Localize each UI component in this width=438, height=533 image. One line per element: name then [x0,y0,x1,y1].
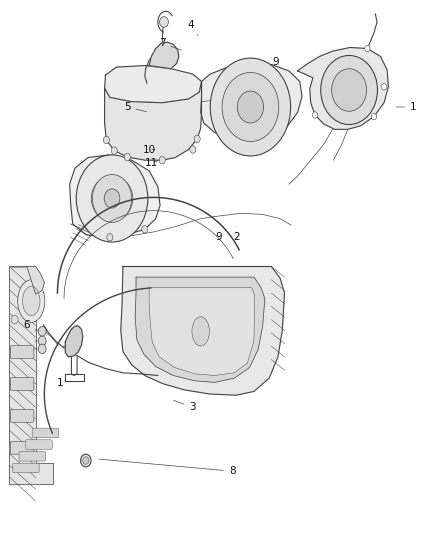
Ellipse shape [192,317,209,346]
Text: 3: 3 [173,400,196,413]
Circle shape [321,55,378,125]
Polygon shape [105,82,201,160]
Text: 11: 11 [145,158,158,168]
Text: 9: 9 [261,57,279,70]
Text: 1: 1 [396,102,417,112]
Text: 4: 4 [187,20,198,36]
Text: 7: 7 [159,38,181,50]
Polygon shape [10,266,44,294]
Circle shape [194,135,200,143]
Text: 8: 8 [99,459,235,476]
Circle shape [312,112,318,118]
FancyBboxPatch shape [32,428,59,438]
Text: 10: 10 [143,144,155,155]
Circle shape [38,344,46,354]
Circle shape [111,147,117,155]
Polygon shape [201,63,302,140]
Text: 9: 9 [215,227,223,243]
Polygon shape [149,42,179,69]
Circle shape [81,454,91,467]
FancyBboxPatch shape [11,346,34,359]
Polygon shape [121,266,285,395]
Circle shape [83,457,89,464]
Circle shape [76,155,148,242]
Ellipse shape [18,280,45,322]
Ellipse shape [22,286,40,316]
FancyBboxPatch shape [12,463,39,473]
Circle shape [365,45,370,52]
Text: 1: 1 [57,374,68,389]
FancyBboxPatch shape [11,441,34,454]
Polygon shape [10,266,53,484]
FancyBboxPatch shape [25,440,52,449]
FancyBboxPatch shape [19,451,46,461]
Polygon shape [70,155,160,237]
Circle shape [142,225,148,233]
Circle shape [210,58,290,156]
Circle shape [159,157,165,164]
Circle shape [11,316,18,324]
Circle shape [371,114,377,120]
Circle shape [159,17,168,27]
Circle shape [92,174,132,222]
Polygon shape [297,47,389,130]
Polygon shape [105,66,201,103]
Circle shape [107,233,113,241]
Circle shape [190,146,196,154]
Circle shape [237,91,264,123]
Polygon shape [65,326,83,357]
Text: 5: 5 [124,102,146,112]
Polygon shape [149,288,255,375]
Text: 2: 2 [233,227,240,243]
FancyBboxPatch shape [11,377,34,390]
FancyBboxPatch shape [11,409,34,422]
Polygon shape [135,277,265,382]
Circle shape [103,136,110,144]
Text: 6: 6 [24,320,38,330]
Circle shape [104,189,120,208]
Circle shape [332,69,367,111]
Circle shape [38,336,46,346]
Circle shape [38,327,46,336]
Circle shape [124,154,131,161]
Circle shape [222,72,279,142]
Circle shape [381,84,387,90]
